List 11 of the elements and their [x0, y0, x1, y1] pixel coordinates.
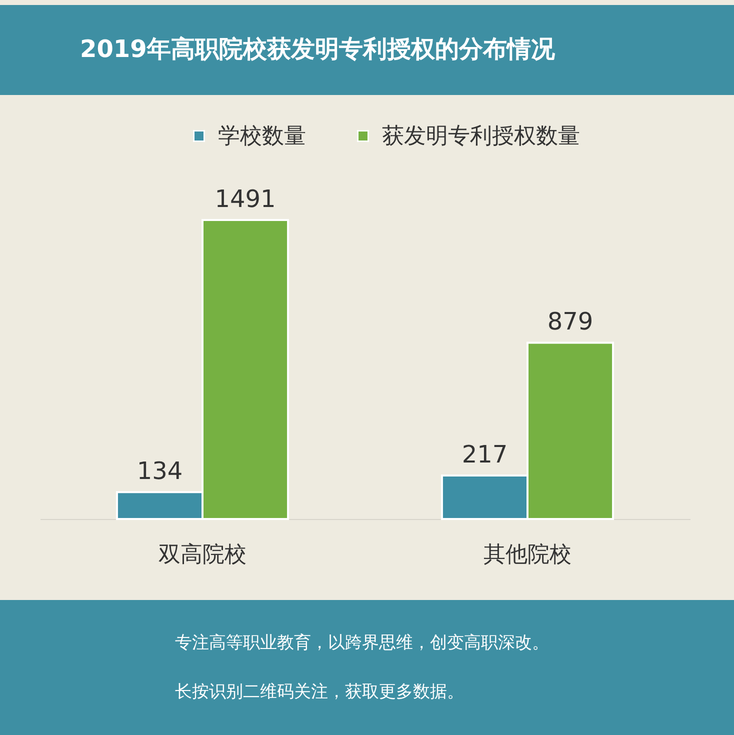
data-label: 134	[136, 457, 183, 486]
legend-label: 学校数量	[218, 124, 306, 149]
text: 专注高等职业教育，以跨界思维，创变高职深改。	[175, 633, 549, 653]
data-label: 217	[462, 440, 508, 468]
x-tick-label: 双高院校	[158, 542, 246, 568]
text: 长按识别二维码关注，获取更多数据。	[175, 682, 464, 702]
data-label: 1491	[214, 185, 276, 213]
data-label: 879	[547, 308, 594, 336]
x-tick-label: 其他院校	[484, 542, 572, 568]
legend-label: 获发明专利授权数量	[382, 124, 580, 149]
chart-title: 2019年高职院校获发明专利授权的分布情况	[80, 35, 556, 63]
